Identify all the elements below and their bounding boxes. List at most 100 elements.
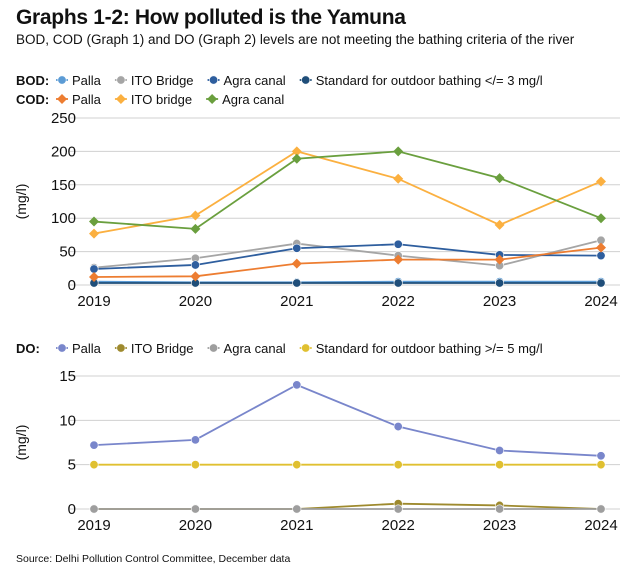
legend-group-label: BOD: (16, 73, 49, 88)
data-point (494, 219, 505, 230)
data-point (596, 242, 606, 253)
x-tick-label: 2023 (483, 293, 516, 310)
series-line (93, 246, 602, 278)
data-point (89, 264, 99, 274)
data-point (393, 239, 403, 249)
data-point (495, 445, 505, 455)
data-point (190, 460, 200, 470)
x-tick-label: 2021 (280, 517, 313, 534)
legend-marker (301, 343, 311, 353)
data-point (596, 460, 606, 470)
data-point (495, 504, 505, 514)
series-standard-for-outdoor-bathing-5-mg-l (89, 460, 606, 470)
data-point (393, 254, 404, 265)
legend-marker (209, 75, 219, 85)
data-point (596, 504, 606, 514)
y-tick-label: 50 (59, 244, 76, 261)
data-point (292, 504, 302, 514)
data-point (190, 210, 201, 221)
series-ito-bridge (89, 146, 606, 239)
data-point (190, 260, 200, 270)
series-palla (89, 380, 606, 461)
data-point (89, 228, 99, 239)
series-line (93, 150, 602, 235)
data-point (190, 223, 201, 234)
legend-label: Standard for outdoor bathing >/= 5 mg/l (316, 341, 543, 356)
data-point (596, 251, 606, 261)
legend-marker (116, 343, 126, 353)
data-point (89, 440, 99, 450)
series-line (93, 150, 602, 230)
legend-marker (207, 94, 218, 104)
legend-label: ITO bridge (131, 92, 192, 107)
x-tick-label: 2024 (584, 517, 617, 534)
data-point (494, 173, 505, 184)
data-point (190, 271, 201, 282)
data-point (292, 278, 302, 288)
data-point (89, 504, 99, 514)
data-point (596, 451, 606, 461)
legend-marker (115, 94, 126, 104)
legend-group-label: DO: (16, 341, 40, 356)
legend: DO: Palla ITO Bridge Agra canal Standard for… (16, 341, 543, 356)
y-tick-label: 250 (51, 110, 76, 127)
legend-label: ITO Bridge (131, 341, 194, 356)
data-point (292, 243, 302, 253)
x-tick-label: 2022 (382, 293, 415, 310)
x-tick-label: 2019 (77, 293, 110, 310)
data-point (190, 504, 200, 514)
data-point (89, 460, 99, 470)
page-title: Graphs 1-2: How polluted is the Yamuna (16, 6, 406, 29)
y-tick-label: 100 (51, 210, 76, 227)
x-tick-label: 2023 (483, 517, 516, 534)
legend-label: ITO Bridge (131, 73, 194, 88)
y-tick-label: 15 (59, 368, 76, 385)
data-point (494, 254, 505, 265)
series-agra-canal (89, 239, 606, 274)
legend: COD: Palla ITO bridge Agra canal (16, 92, 284, 107)
data-point (291, 146, 302, 157)
source-note: Source: Delhi Pollution Control Committe… (16, 553, 291, 565)
y-tick-label: 10 (59, 412, 76, 429)
legend-marker (57, 75, 67, 85)
y-tick-label: 150 (51, 177, 76, 194)
data-point (393, 504, 403, 514)
series-ito-bridge (89, 499, 606, 514)
legend-marker (301, 75, 311, 85)
legend-marker (116, 75, 126, 85)
data-point (596, 176, 606, 187)
legend: BOD: Palla ITO Bridge Agra canal Standard fo… (16, 73, 543, 88)
x-tick-label: 2022 (382, 517, 415, 534)
data-point (393, 173, 404, 184)
series-agra-canal (89, 146, 606, 234)
legend-label: Agra canal (222, 92, 284, 107)
series-agra-canal (89, 504, 606, 514)
x-tick-label: 2021 (280, 293, 313, 310)
legend-marker (209, 343, 219, 353)
data-point (291, 258, 302, 269)
data-point (495, 278, 505, 288)
data-point (393, 422, 403, 432)
y-axis-label: (mg/l) (13, 184, 29, 220)
series-line (93, 239, 602, 269)
series-palla (89, 242, 606, 282)
x-tick-label: 2020 (179, 517, 212, 534)
y-tick-label: 0 (68, 277, 76, 294)
y-tick-label: 0 (68, 501, 76, 518)
legend-marker (57, 343, 67, 353)
page-subtitle: BOD, COD (Graph 1) and DO (Graph 2) leve… (16, 32, 575, 47)
data-point (495, 460, 505, 470)
data-point (292, 380, 302, 390)
data-point (89, 216, 99, 227)
x-tick-label: 2024 (584, 293, 617, 310)
data-point (190, 435, 200, 445)
series-line (93, 383, 602, 457)
y-tick-label: 200 (51, 143, 76, 160)
data-point (393, 146, 404, 157)
data-point (291, 153, 302, 164)
legend-label: Agra canal (224, 341, 286, 356)
data-point (596, 213, 606, 224)
series-line (93, 243, 602, 270)
